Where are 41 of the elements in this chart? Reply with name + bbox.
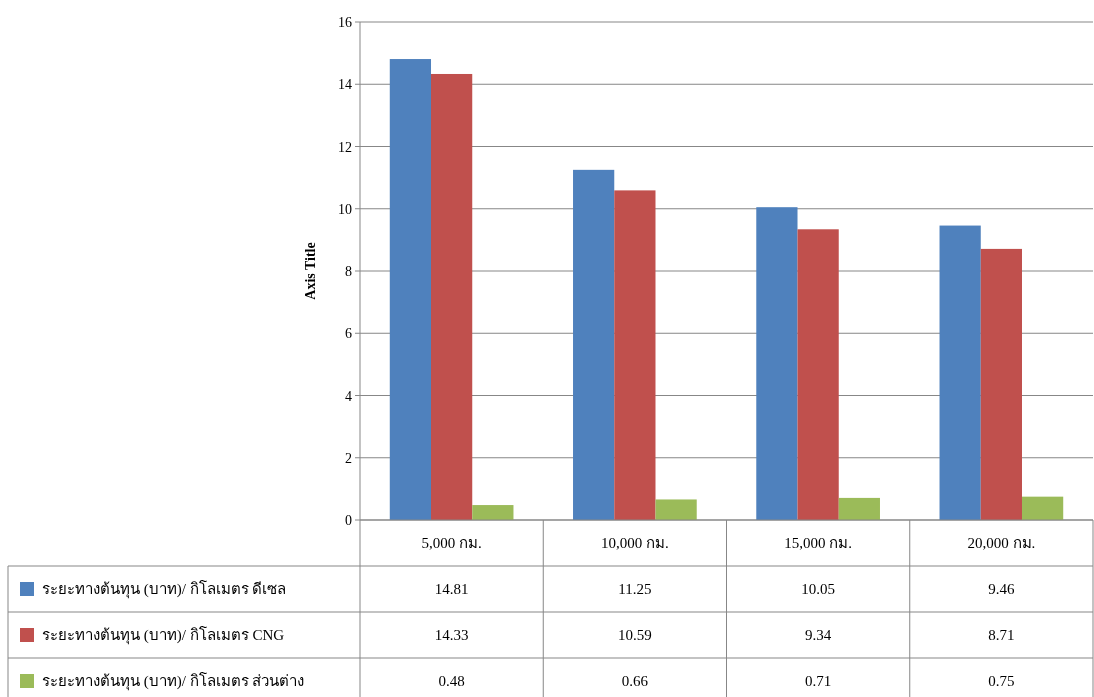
legend-label: ระยะทางต้นทุน (บาท)/ กิโลเมตร ส่วนต่าง	[42, 672, 305, 691]
y-tick-label: 12	[338, 139, 352, 155]
x-tick-label: 20,000 กม.	[967, 535, 1036, 551]
data-label: 10.59	[618, 627, 652, 643]
bar	[573, 169, 615, 520]
y-tick-label: 14	[338, 77, 352, 93]
bar	[1021, 496, 1064, 520]
data-label: 14.33	[434, 627, 469, 643]
y-tick-label: 16	[338, 15, 352, 30]
y-axis-title: Axis Title	[303, 242, 318, 300]
data-label: 0.71	[805, 673, 832, 689]
y-tick-label: 6	[345, 326, 352, 342]
x-tick-label: 15,000 กม.	[784, 535, 852, 551]
data-label: 9.46	[988, 581, 1015, 597]
y-tick-label: 4	[345, 388, 352, 404]
data-label: 0.66	[621, 673, 649, 689]
data-label: 0.75	[988, 673, 1015, 689]
data-label: 9.34	[805, 627, 832, 643]
bar	[838, 497, 880, 520]
y-tick-label: 0	[345, 513, 352, 528]
legend-label: ระยะทางต้นทุน (บาท)/ กิโลเมตร CNG	[42, 626, 285, 645]
data-label: 8.71	[988, 627, 1015, 643]
bar	[389, 59, 432, 520]
x-tick-label: 10,000 กม.	[601, 535, 669, 551]
bar	[797, 229, 839, 520]
data-label: 0.48	[438, 673, 465, 689]
data-label: 11.25	[618, 581, 652, 597]
data-label: 10.05	[801, 581, 835, 597]
y-tick-label: 10	[338, 201, 352, 217]
bar	[614, 190, 656, 520]
legend-label: ระยะทางต้นทุน (บาท)/ กิโลเมตร ดีเซล	[42, 580, 287, 599]
y-tick-label: 2	[345, 450, 352, 466]
bar	[756, 207, 798, 520]
bar	[431, 73, 473, 520]
bar	[939, 225, 981, 520]
y-tick-label: 8	[345, 264, 352, 279]
data-label: 14.81	[434, 581, 469, 597]
bar	[980, 248, 1022, 520]
x-tick-label: 5,000 กม.	[421, 535, 482, 551]
bar	[655, 499, 697, 520]
bar	[472, 505, 514, 520]
